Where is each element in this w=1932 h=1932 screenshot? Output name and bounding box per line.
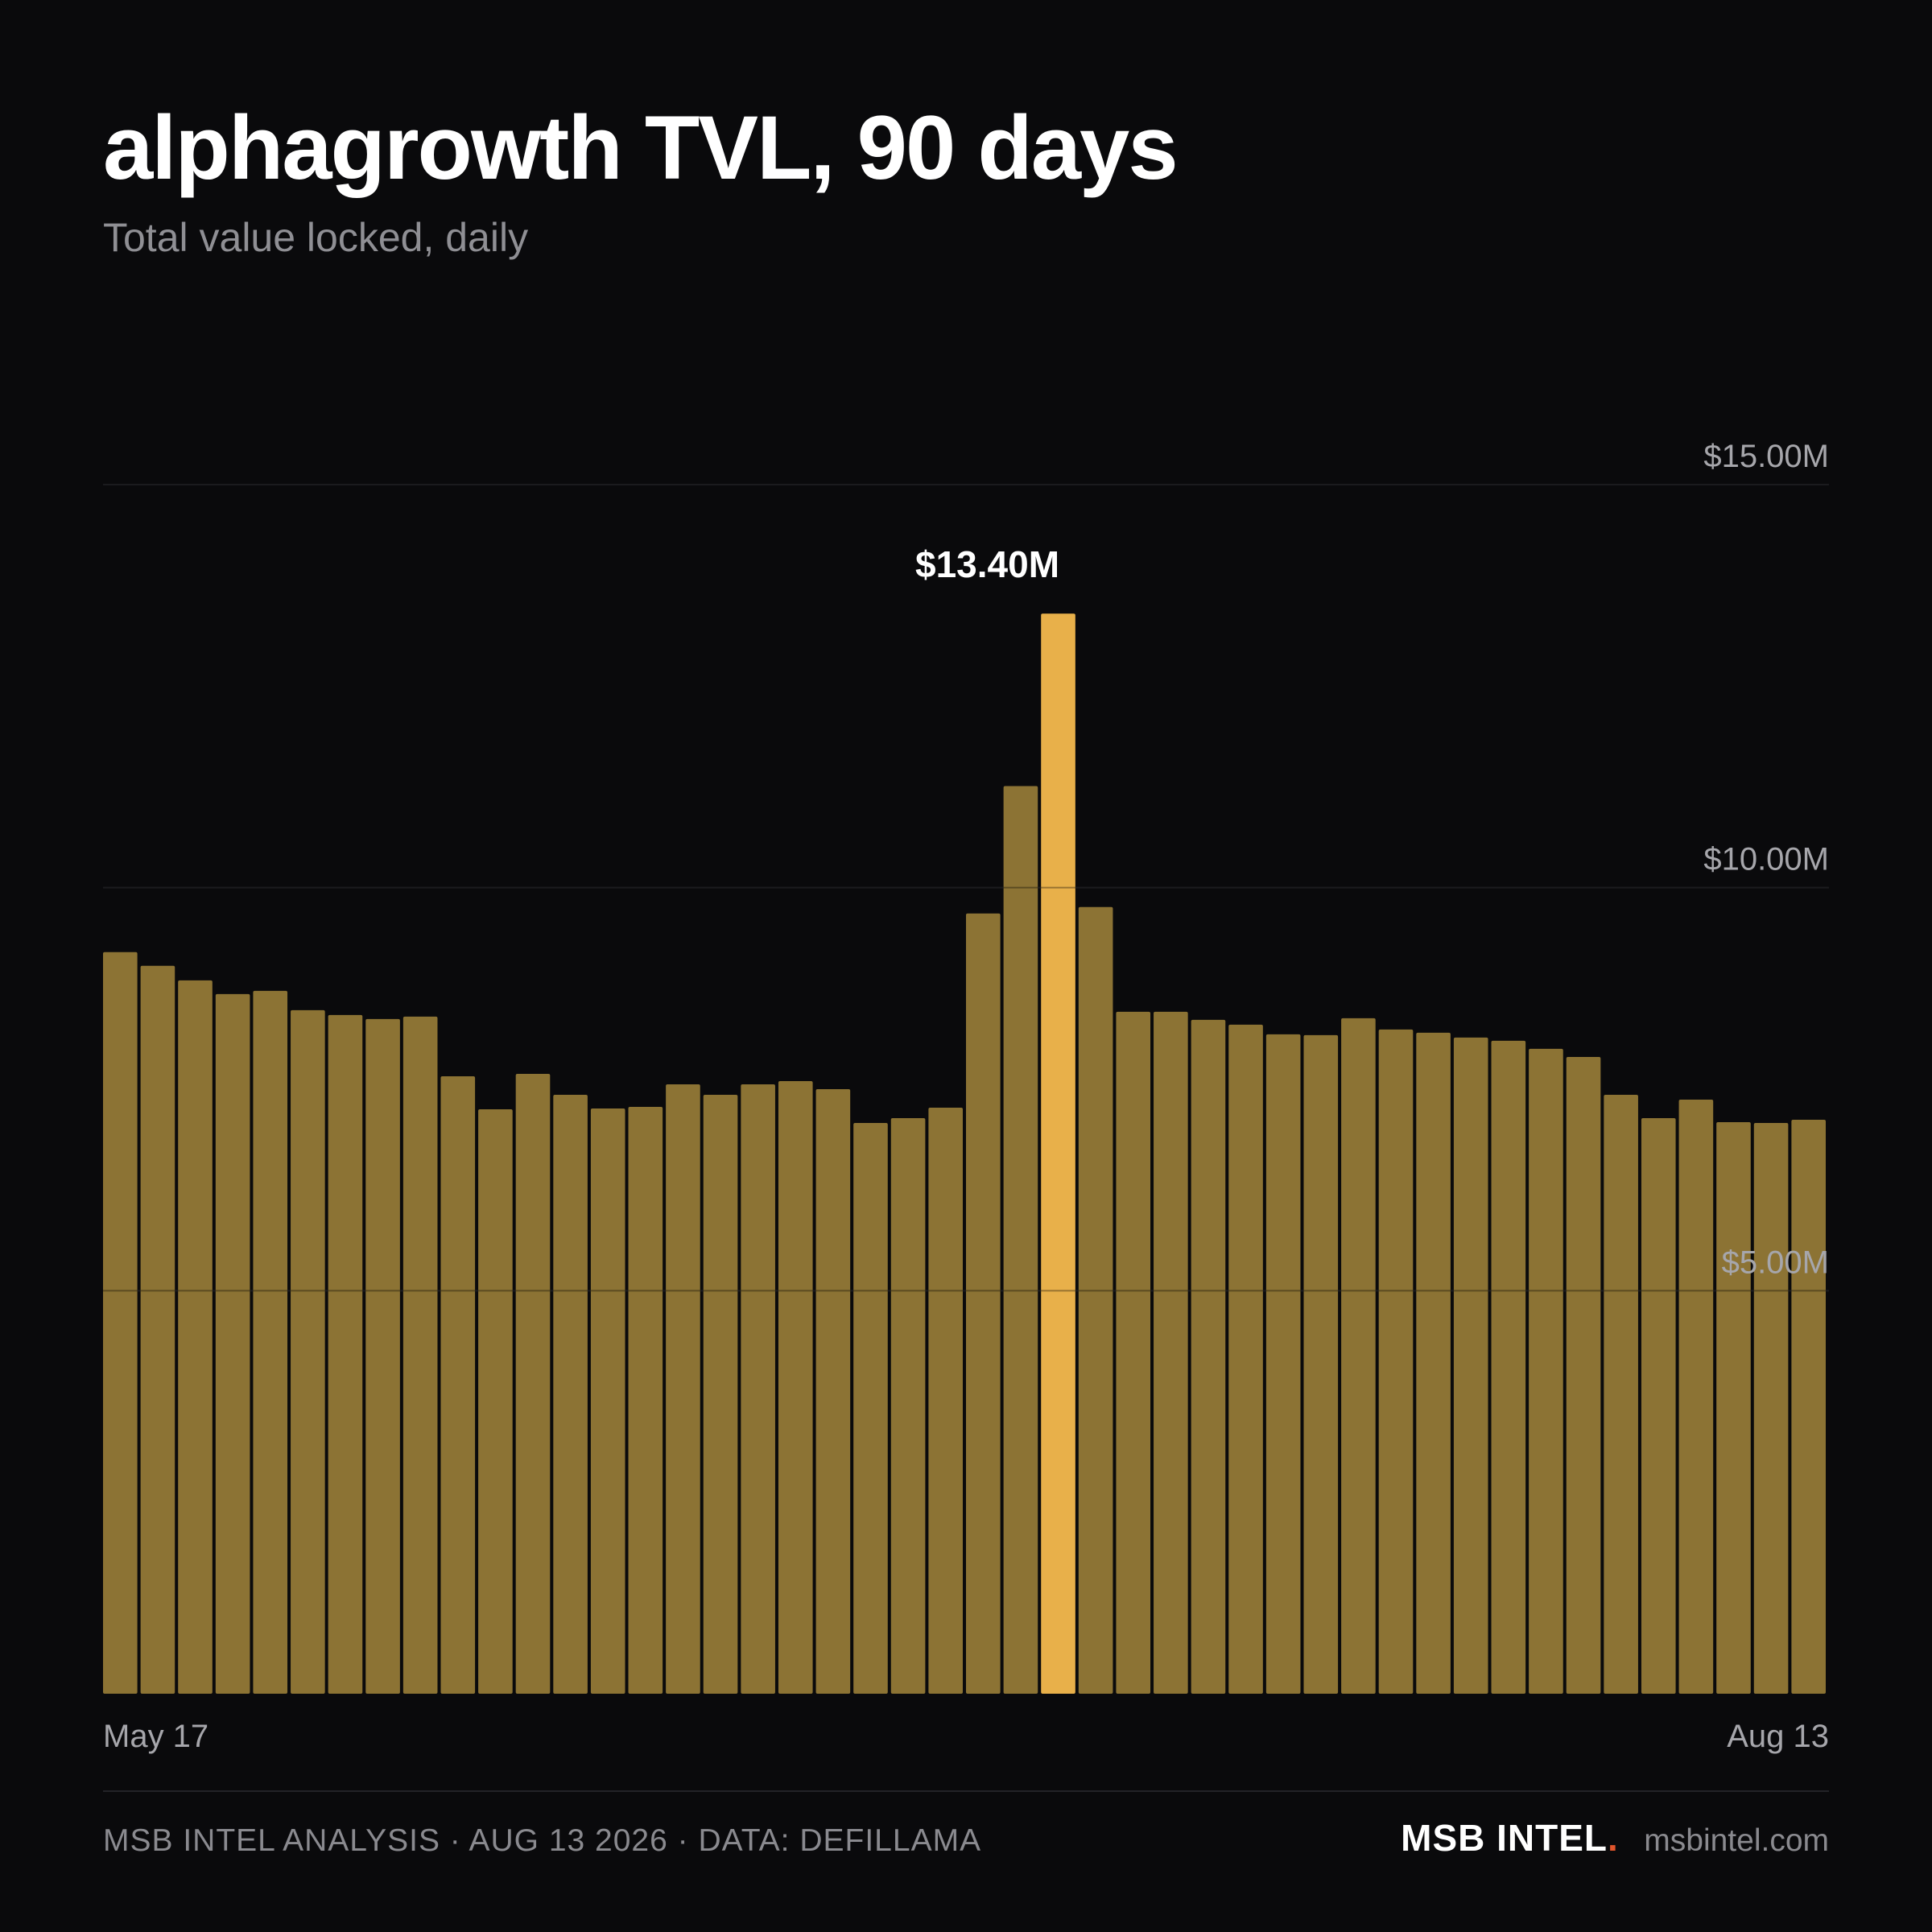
bar bbox=[553, 1095, 588, 1694]
bar bbox=[1191, 1019, 1226, 1694]
bar bbox=[1341, 1018, 1376, 1694]
brand-logo: MSB INTEL bbox=[1401, 1817, 1608, 1859]
brand-dot: . bbox=[1608, 1817, 1618, 1859]
bar bbox=[966, 913, 1001, 1694]
bar bbox=[140, 965, 175, 1694]
site-link[interactable]: msbintel.com bbox=[1644, 1823, 1829, 1858]
bar bbox=[1453, 1037, 1488, 1694]
bar-peak bbox=[1041, 613, 1075, 1695]
bar bbox=[1529, 1048, 1563, 1694]
bar bbox=[365, 1018, 400, 1694]
bar bbox=[1491, 1040, 1526, 1694]
footer-credit: MSB INTEL ANALYSIS · AUG 13 2026 · DATA:… bbox=[103, 1823, 982, 1858]
bar bbox=[1228, 1024, 1263, 1694]
bar bbox=[666, 1084, 700, 1694]
bar bbox=[628, 1107, 663, 1694]
chart-subtitle: Total value locked, daily bbox=[103, 215, 529, 260]
bar bbox=[1378, 1029, 1414, 1694]
bar bbox=[1753, 1123, 1789, 1694]
bar bbox=[1604, 1095, 1638, 1694]
bar bbox=[928, 1108, 963, 1694]
chart-title: alphagrowth TVL, 90 days bbox=[103, 97, 1179, 198]
bar bbox=[1265, 1034, 1301, 1694]
bar bbox=[890, 1118, 926, 1694]
peak-value-label: $13.40M bbox=[915, 543, 1059, 585]
bar bbox=[590, 1108, 625, 1694]
bar bbox=[478, 1109, 513, 1694]
y-tick-label: $10.00M bbox=[1703, 842, 1829, 877]
bar bbox=[103, 952, 138, 1694]
bar bbox=[402, 1016, 438, 1694]
bar bbox=[1678, 1100, 1714, 1694]
bar bbox=[328, 1014, 363, 1694]
y-tick-label: $5.00M bbox=[1722, 1245, 1829, 1280]
footer-brand-block: MSB INTEL. msbintel.com bbox=[1401, 1816, 1829, 1860]
bar bbox=[1416, 1032, 1451, 1694]
footer-divider bbox=[103, 1790, 1829, 1792]
bar bbox=[778, 1080, 813, 1694]
bar bbox=[1641, 1118, 1676, 1694]
bar bbox=[178, 980, 213, 1694]
bar bbox=[1716, 1122, 1751, 1694]
bar bbox=[253, 990, 288, 1694]
y-tick-label: $15.00M bbox=[1703, 439, 1829, 474]
bar bbox=[703, 1095, 738, 1694]
bar bbox=[1078, 906, 1113, 1694]
x-end-label: Aug 13 bbox=[1727, 1719, 1829, 1754]
bar bbox=[1303, 1034, 1339, 1694]
bar bbox=[440, 1075, 476, 1694]
bar bbox=[291, 1009, 325, 1694]
bar bbox=[1154, 1011, 1188, 1694]
bar bbox=[215, 993, 250, 1694]
bar bbox=[1116, 1011, 1151, 1694]
x-start-label: May 17 bbox=[103, 1719, 208, 1754]
bar bbox=[815, 1089, 851, 1694]
bar bbox=[853, 1123, 888, 1694]
bar bbox=[1791, 1120, 1826, 1694]
bar bbox=[515, 1073, 551, 1694]
bar bbox=[741, 1084, 775, 1694]
bar bbox=[1003, 786, 1038, 1694]
bar bbox=[1566, 1056, 1601, 1694]
